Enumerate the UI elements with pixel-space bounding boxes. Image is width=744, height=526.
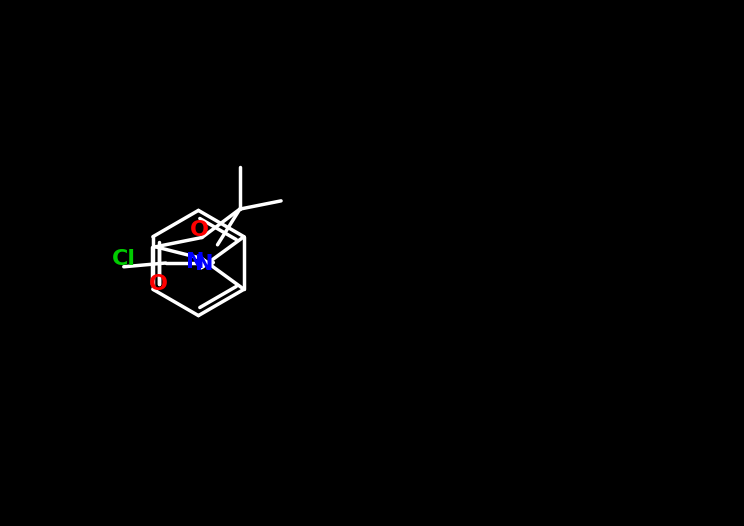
- Text: O: O: [190, 220, 209, 240]
- Text: Cl: Cl: [112, 249, 136, 269]
- Text: N: N: [186, 252, 205, 272]
- Text: O: O: [149, 274, 167, 294]
- Text: N: N: [195, 254, 214, 274]
